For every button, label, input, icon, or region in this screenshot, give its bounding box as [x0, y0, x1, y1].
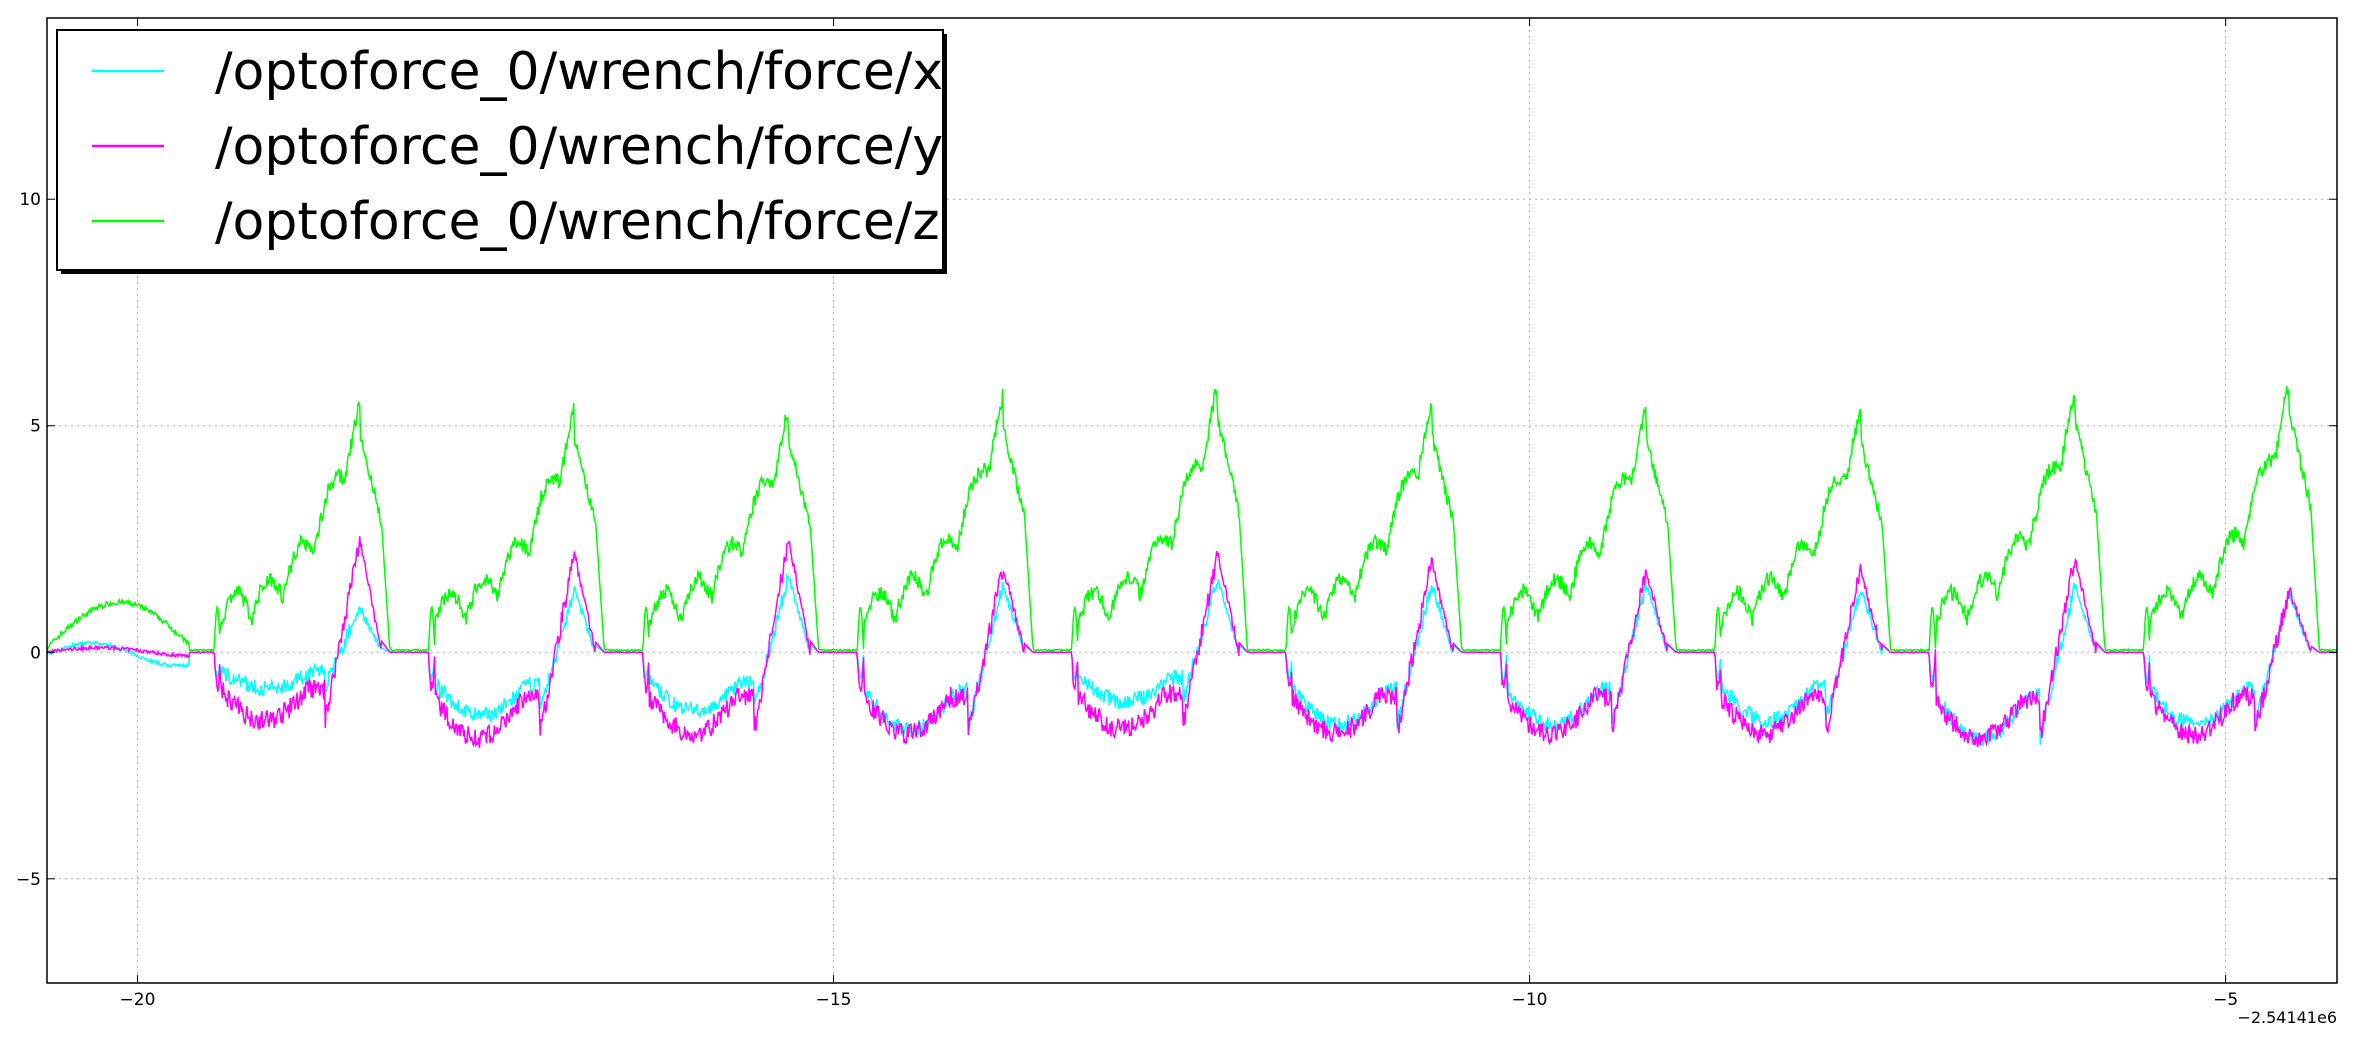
y-tick-label: 10 — [19, 190, 41, 210]
axis-ticks: −20 −15 −10 −5 −5 0 5 10 — [16, 18, 2337, 1010]
y-tick-label: 5 — [30, 417, 41, 437]
x-offset-label: −2.54141e6 — [2237, 1008, 2337, 1027]
legend-entry-x: /optoforce_0/wrench/force/x — [92, 42, 943, 102]
series-line-force-z — [46, 385, 2338, 653]
legend-box — [56, 29, 944, 271]
plot-frame — [46, 17, 2338, 984]
x-tick-label: −5 — [2213, 990, 2238, 1010]
legend-label-z: /optoforce_0/wrench/force/z — [215, 192, 940, 252]
x-tick-label: −20 — [120, 990, 156, 1010]
series-line-force-y — [46, 536, 2338, 749]
y-tick-label: −5 — [16, 870, 41, 890]
legend-entry-z: /optoforce_0/wrench/force/z — [92, 192, 940, 252]
x-tick-label: −15 — [816, 990, 852, 1010]
legend-label-y: /optoforce_0/wrench/force/y — [215, 117, 943, 177]
legend-entry-y: /optoforce_0/wrench/force/y — [92, 117, 943, 177]
series-lines — [46, 385, 2338, 749]
grid — [47, 18, 2337, 983]
x-tick-label: −10 — [1512, 990, 1548, 1010]
y-tick-label: 0 — [30, 643, 41, 663]
legend: /optoforce_0/wrench/force/x /optoforce_0… — [56, 29, 947, 274]
legend-label-x: /optoforce_0/wrench/force/x — [215, 42, 943, 102]
